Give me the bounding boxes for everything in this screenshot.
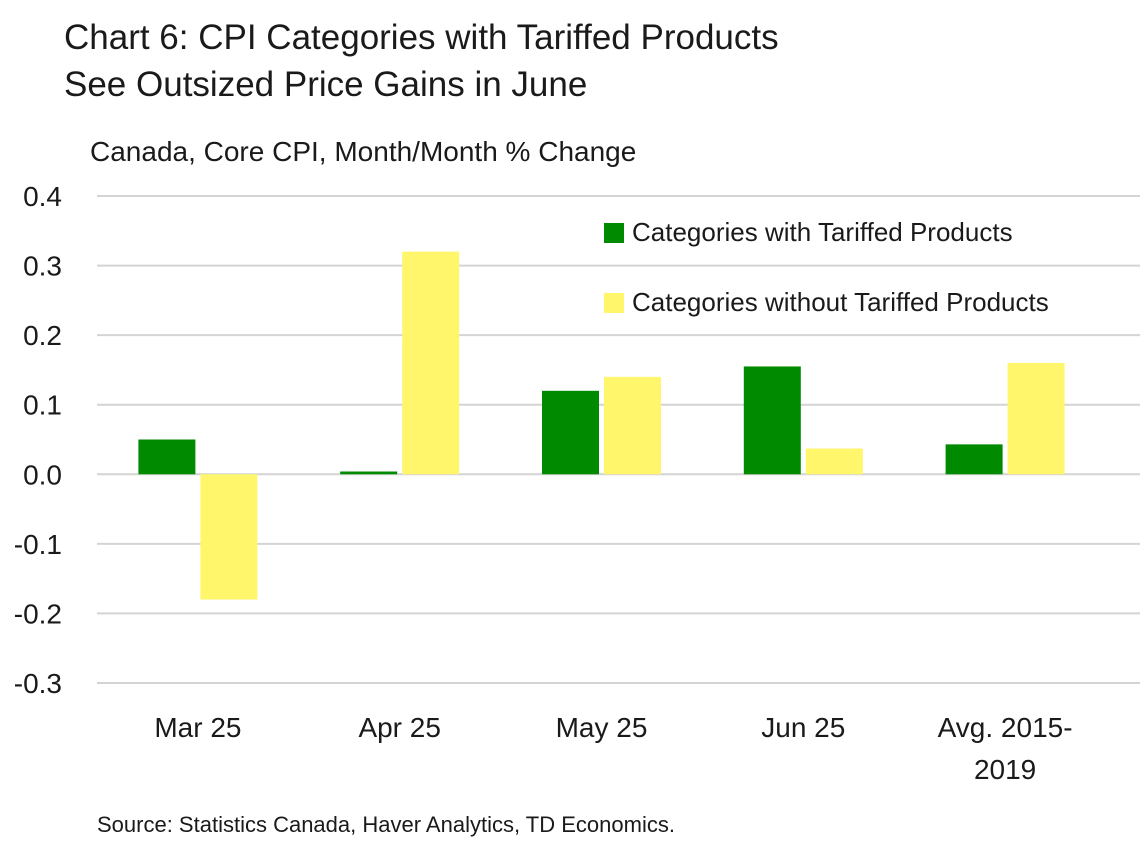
bar-without-tariffed (200, 474, 258, 600)
bar-without-tariffed (402, 251, 460, 475)
y-axis: -0.3 -0.2 -0.1 0.0 0.1 0.2 0.3 0.4 (14, 181, 62, 699)
y-tick-label: 0.3 (23, 251, 62, 282)
bar-without-tariffed (604, 376, 661, 475)
x-axis: Mar 25 Apr 25 May 25 Jun 25 Avg. 2015- 2019 (154, 712, 1072, 785)
legend-swatch (604, 293, 624, 313)
legend-label: Categories without Tariffed Products (632, 287, 1049, 317)
x-tick-label: Mar 25 (154, 712, 241, 743)
x-tick-label: Jun 25 (761, 712, 845, 743)
bar-with-tariffed (945, 444, 1003, 475)
bar-without-tariffed (805, 448, 863, 475)
x-tick-label: Avg. 2015- (938, 712, 1073, 743)
y-tick-label: 0.1 (23, 390, 62, 421)
bar-with-tariffed (743, 366, 801, 475)
y-tick-label: 0.0 (23, 459, 62, 490)
x-tick-label: Apr 25 (358, 712, 441, 743)
bar-with-tariffed (340, 471, 398, 475)
legend: Categories with Tariffed Products Categor… (604, 217, 1049, 317)
chart-title-line-1: Chart 6: CPI Categories with Tariffed Pr… (64, 18, 779, 57)
bar-with-tariffed (138, 439, 196, 475)
chart-subtitle: Canada, Core CPI, Month/Month % Change (90, 136, 637, 167)
x-tick-label: May 25 (556, 712, 648, 743)
chart-title-line-2: See Outsized Price Gains in June (64, 65, 588, 104)
y-tick-label: 0.2 (23, 320, 62, 351)
y-tick-label: 0.4 (23, 181, 62, 212)
y-tick-label: -0.1 (14, 529, 62, 560)
x-tick-label: 2019 (974, 754, 1036, 785)
legend-swatch (604, 223, 624, 243)
bar-without-tariffed (1007, 362, 1065, 475)
legend-label: Categories with Tariffed Products (632, 217, 1013, 247)
chart-title: Chart 6: CPI Categories with Tariffed Pr… (64, 14, 779, 108)
source-note: Source: Statistics Canada, Haver Analyti… (97, 812, 675, 837)
y-tick-label: -0.3 (14, 668, 62, 699)
bar-with-tariffed (542, 390, 599, 475)
y-tick-label: -0.2 (14, 598, 62, 629)
bars (138, 251, 1065, 600)
